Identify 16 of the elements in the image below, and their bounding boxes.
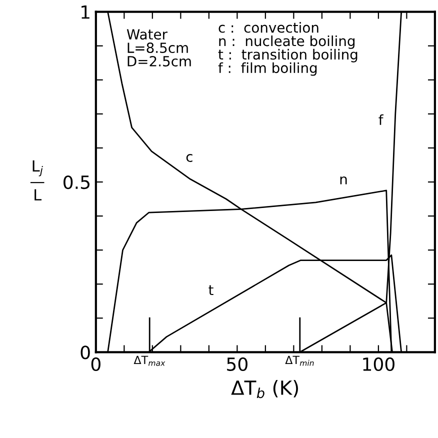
ref-line-label: ΔT$_{max}$ — [134, 356, 166, 366]
x-tick-label: 50 — [227, 357, 248, 371]
y-tick-label: 0 — [80, 346, 90, 360]
ref-line-label: ΔT$_{min}$ — [285, 356, 314, 366]
series-label: n — [340, 176, 347, 184]
y-tick-label: 1 — [82, 6, 90, 19]
series-label: f — [378, 114, 384, 125]
x-tick-label: 0 — [91, 357, 100, 371]
y-tick-label: 0.5 — [64, 175, 90, 190]
annotation: Water L=8.5cm D=2.5cm — [126, 29, 191, 66]
series-label: c — [186, 154, 192, 162]
y-axis-title: L$_{j}$ — L — [30, 160, 44, 200]
series-label: t — [208, 285, 214, 296]
x-axis-title: ΔT$_{b}$ (K) — [231, 380, 298, 398]
x-tick-label: 100 — [363, 357, 394, 371]
annotation: c : convection n : nucleate boiling t : transition boiling f : film boiling — [218, 22, 358, 76]
